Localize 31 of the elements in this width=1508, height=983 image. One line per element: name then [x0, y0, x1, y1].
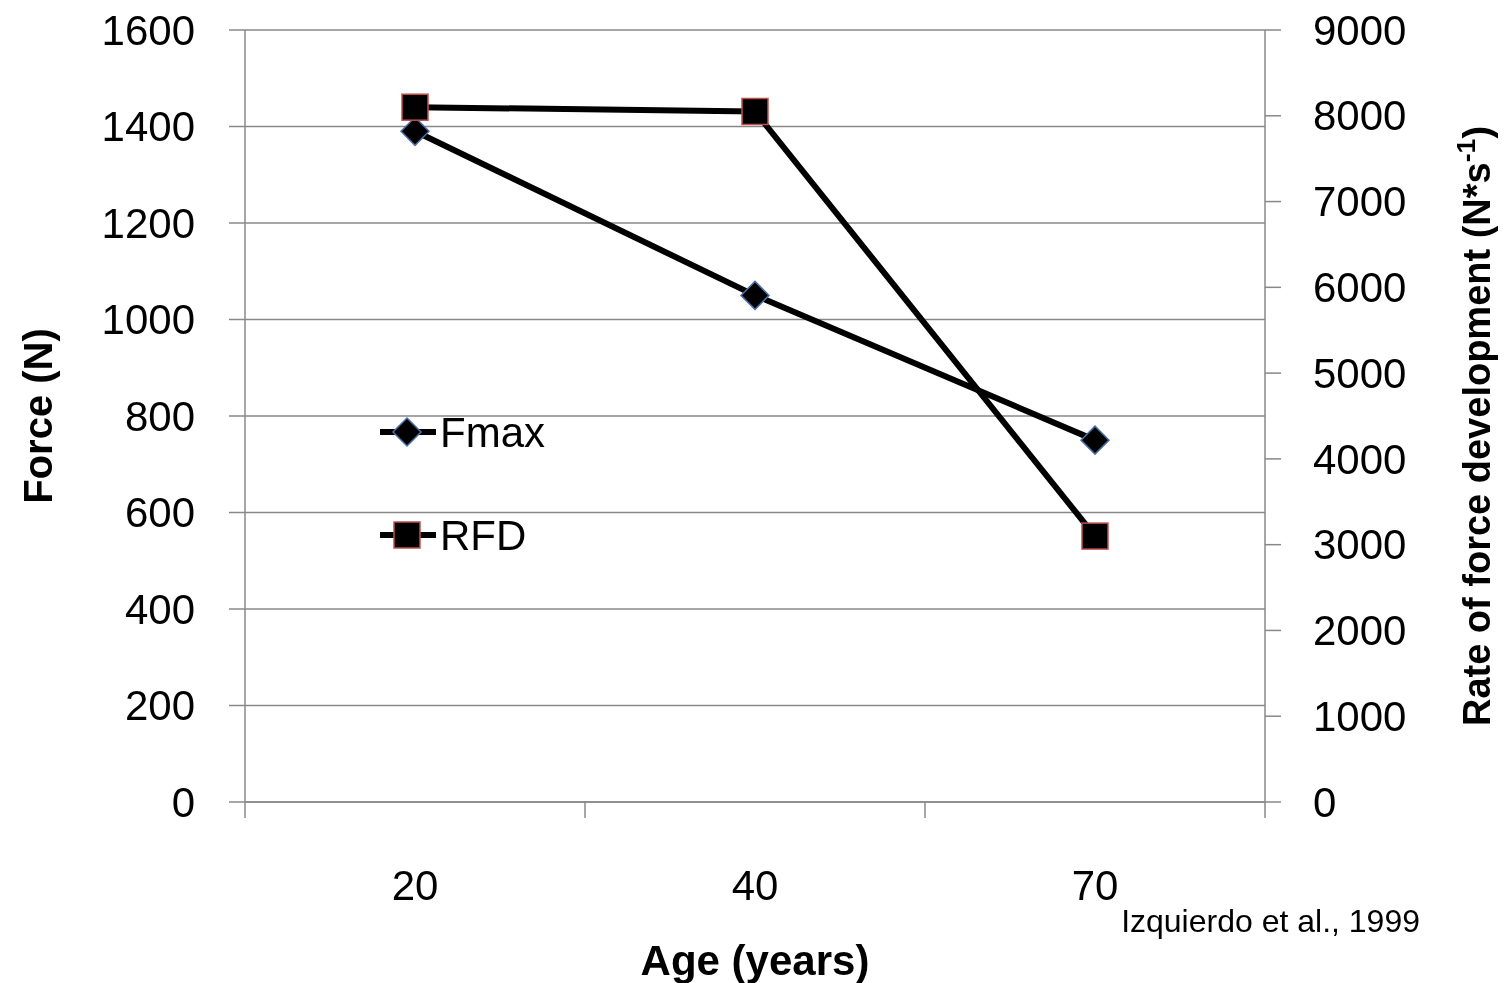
y2-tick-label: 0 [1313, 778, 1337, 826]
y-tick-label: 1200 [101, 199, 195, 247]
x-tick-label: 70 [1071, 862, 1119, 909]
point [1080, 425, 1110, 455]
y-tick-label: 800 [124, 392, 195, 440]
x-tick-label: 20 [391, 862, 439, 909]
y-tick-label: 1000 [101, 296, 195, 344]
y2-tick-label: 9000 [1313, 6, 1407, 54]
point [401, 93, 429, 121]
point [741, 97, 769, 126]
y-tick-label: 600 [124, 489, 195, 537]
y-tick-label: 1400 [101, 103, 195, 151]
text: Izquierdo et al., 1999 [1121, 903, 1420, 939]
y2-tick-label: 6000 [1313, 264, 1407, 312]
y2-tick-label: 7000 [1313, 178, 1407, 226]
y2-tick-label: 2000 [1313, 607, 1407, 655]
y-tick-label: 400 [124, 585, 195, 633]
y-tick-label: 1600 [101, 6, 195, 54]
point [740, 280, 770, 311]
point [1081, 522, 1109, 550]
y2-tick-label: 1000 [1313, 692, 1407, 740]
x-tick-label: 40 [731, 862, 779, 909]
legend-label: RFD [440, 511, 527, 559]
y2-tick-label: 8000 [1313, 92, 1407, 140]
y-axis-title: Force (N) [16, 328, 60, 504]
y2-tick-label: 3000 [1313, 521, 1407, 569]
y2-tick-label: 4000 [1313, 435, 1407, 483]
y-tick-label: 200 [124, 682, 195, 730]
y-tick-label: 0 [171, 778, 195, 826]
y2-tick-label: 5000 [1313, 349, 1407, 397]
legend-label: Fmax [440, 408, 545, 456]
